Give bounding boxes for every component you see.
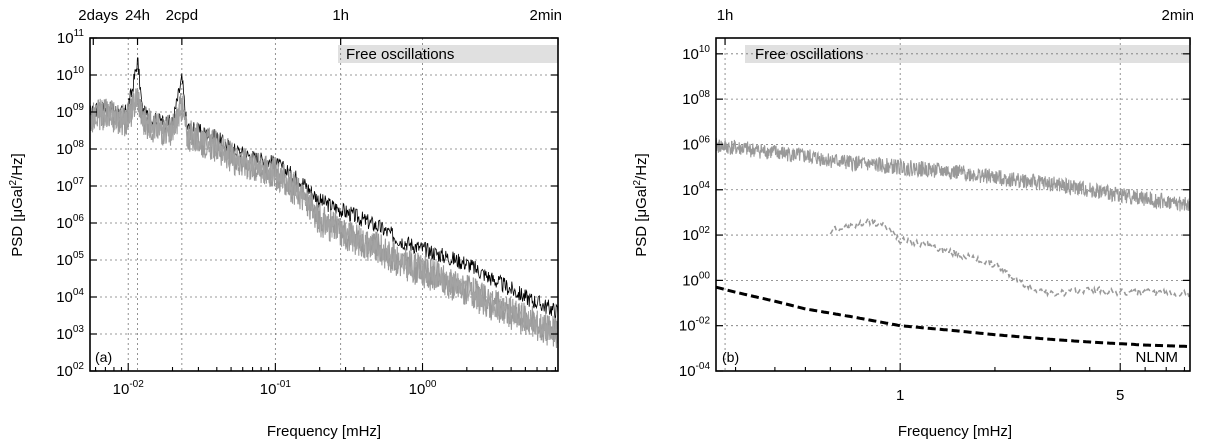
- panel-a-ytick-label: 1010: [56, 65, 84, 84]
- panel-b-ticks: 10-04 10-02 1000 1002 1004 1006 1008 1010 1 5 1h 2m…: [679, 7, 1194, 404]
- panel-b-nlnm-label: NLNM: [1135, 349, 1178, 366]
- panel-a-top-label: 2cpd: [166, 7, 199, 24]
- panel-a-series: [89, 57, 559, 349]
- panel-a-tag: (a): [95, 349, 112, 365]
- panel-b-top-label: 1h: [717, 7, 734, 24]
- panel-b-ylabel-tail: /Hz]: [633, 153, 650, 180]
- panel-b-xtick-label: 1: [896, 387, 904, 404]
- panel-a: 1002 1003 1004 1005 1006 1007 1008 1009 1010 1011…: [8, 7, 562, 440]
- panel-b-ylabel: PSD [μGal2/Hz]: [632, 153, 650, 256]
- panel-a-band-label: Free oscillations: [346, 46, 454, 63]
- panel-b-xtick-label: 5: [1116, 387, 1124, 404]
- panel-a-xtick-label: 10-02: [113, 379, 145, 398]
- panel-b-ytick-label: 1010: [682, 44, 710, 63]
- panel-b-ytick-label: 10-02: [679, 316, 711, 335]
- panel-b-ylabel-main: PSD [μGal: [633, 186, 650, 257]
- panel-a-ylabel-main: PSD [μGal: [9, 186, 26, 257]
- panel-a-xlabel: Frequency [mHz]: [267, 423, 381, 440]
- panel-b-grid: [716, 38, 1190, 371]
- svg-text:PSD [μGal2/Hz]: PSD [μGal2/Hz]: [8, 153, 26, 256]
- panel-a-ytick-label: 1011: [57, 28, 85, 47]
- panel-b-ytick-label: 1006: [682, 134, 710, 153]
- panel-a-ytick-label: 1007: [56, 176, 84, 195]
- svg-text:PSD [μGal2/Hz]: PSD [μGal2/Hz]: [632, 153, 650, 256]
- panel-b-series-nlnm: [715, 285, 1191, 349]
- panel-b-series-gray: [715, 137, 1191, 212]
- panel-a-top-label: 2days: [78, 7, 118, 24]
- panel-b-series: [715, 137, 1191, 349]
- panel-b-series-gray-dashed: [829, 216, 1190, 299]
- panel-b-band-label: Free oscillations: [755, 46, 863, 63]
- panel-a-top-label: 2min: [529, 7, 562, 24]
- panel-a-ytick-label: 1002: [56, 361, 84, 380]
- panel-b: 10-04 10-02 1000 1002 1004 1006 1008 1010 1 5 1h 2m…: [632, 7, 1194, 440]
- panel-a-ytick-label: 1005: [56, 250, 84, 269]
- panel-a-ytick-label: 1006: [56, 213, 84, 232]
- panel-b-ytick-label: 1004: [682, 180, 710, 199]
- panel-a-ylabel-sup: 2: [8, 180, 19, 186]
- panel-b-frame: [715, 37, 1191, 372]
- panel-a-xtick-label: 10-01: [260, 379, 292, 398]
- panel-a-band: [338, 45, 558, 63]
- panel-b-ytick-label: 1002: [682, 225, 710, 244]
- panel-b-ytick-label: 1008: [682, 89, 710, 108]
- panel-a-ticks: 1002 1003 1004 1005 1006 1007 1008 1009 1010 1011…: [56, 7, 562, 398]
- panel-b-tag: (b): [722, 349, 739, 365]
- panel-a-top-label: 1h: [332, 7, 349, 24]
- panel-b-ylabel-sup: 2: [632, 180, 643, 186]
- panel-b-top-label: 2min: [1161, 7, 1194, 24]
- panel-a-frame: [89, 37, 559, 372]
- panel-a-ytick-label: 1008: [56, 139, 84, 158]
- panel-b-ytick-label: 10-04: [679, 361, 711, 380]
- panel-a-ytick-label: 1004: [56, 287, 84, 306]
- panel-a-ytick-label: 1009: [56, 102, 84, 121]
- panel-a-series-black: [89, 57, 559, 319]
- panel-a-series-gray-2: [89, 90, 559, 344]
- panel-b-ytick-label: 1000: [682, 270, 710, 289]
- panel-a-top-label: 24h: [125, 7, 150, 24]
- panel-b-xlabel: Frequency [mHz]: [898, 423, 1012, 440]
- panel-a-ylabel: PSD [μGal2/Hz]: [8, 153, 26, 256]
- panel-a-ylabel-tail: /Hz]: [9, 153, 26, 180]
- panel-a-xtick-label: 1000: [409, 379, 437, 398]
- panel-a-ytick-label: 1003: [56, 324, 84, 343]
